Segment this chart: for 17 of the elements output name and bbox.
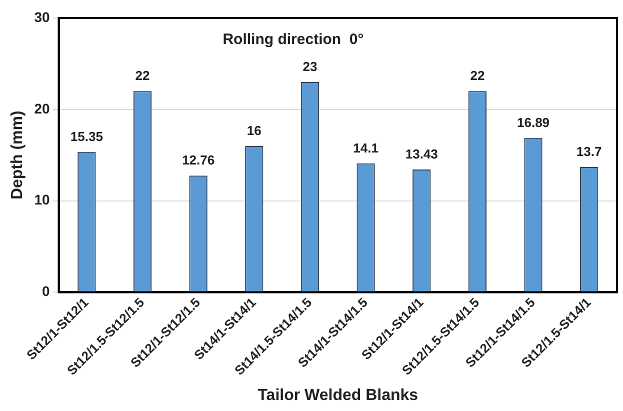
x-axis-title: Tailor Welded Blanks [258, 386, 418, 404]
data-label: 13.7 [576, 144, 602, 160]
y-tick-label: 10 [34, 192, 50, 208]
y-tick-label: 20 [34, 100, 50, 116]
text: Rolling direction 0° [222, 31, 364, 48]
data-label: 12.76 [182, 152, 215, 168]
data-label: 13.43 [405, 146, 438, 162]
data-label: 23 [302, 59, 318, 74]
data-label: 22 [135, 68, 150, 84]
y-tick-label: 0 [42, 283, 50, 300]
data-label: 22 [470, 68, 485, 84]
data-label: 14.1 [353, 140, 378, 156]
data-label: 16.89 [516, 114, 550, 130]
y-tick-label: 30 [34, 8, 50, 25]
y-axis-title: Depth (mm) [9, 110, 26, 200]
data-label: 15.35 [70, 128, 103, 144]
data-label: 16 [246, 123, 262, 138]
